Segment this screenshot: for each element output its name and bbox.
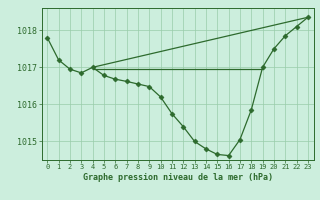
X-axis label: Graphe pression niveau de la mer (hPa): Graphe pression niveau de la mer (hPa) xyxy=(83,173,273,182)
